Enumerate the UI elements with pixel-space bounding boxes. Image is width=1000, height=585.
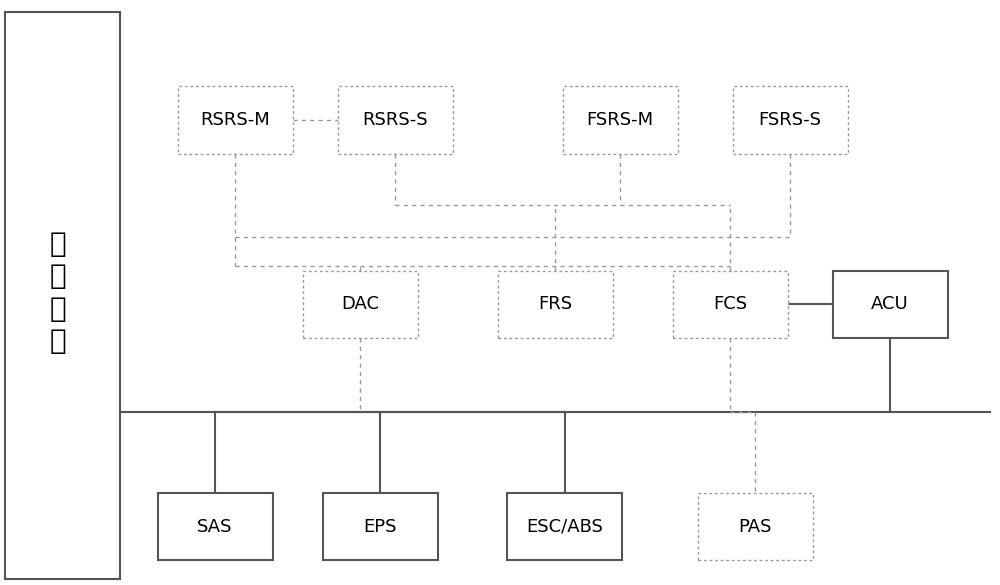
Text: PAS: PAS [738,518,772,535]
Text: ESC/ABS: ESC/ABS [527,518,603,535]
FancyBboxPatch shape [178,86,292,153]
Text: FSRS-M: FSRS-M [586,111,654,129]
FancyBboxPatch shape [562,86,678,153]
Text: 车
载
网
络: 车 载 网 络 [50,230,66,355]
Text: DAC: DAC [341,295,379,313]
Text: RSRS-S: RSRS-S [362,111,428,129]
Text: FRS: FRS [538,295,572,313]
Text: FSRS-S: FSRS-S [759,111,822,129]
Text: EPS: EPS [363,518,397,535]
FancyBboxPatch shape [302,270,418,338]
FancyBboxPatch shape [158,493,272,560]
FancyBboxPatch shape [672,270,788,338]
FancyBboxPatch shape [498,270,612,338]
FancyBboxPatch shape [322,493,438,560]
Text: FCS: FCS [713,295,747,313]
Text: SAS: SAS [197,518,233,535]
FancyBboxPatch shape [338,86,452,153]
FancyBboxPatch shape [832,270,948,338]
FancyBboxPatch shape [507,493,622,560]
FancyBboxPatch shape [5,12,120,579]
Text: RSRS-M: RSRS-M [200,111,270,129]
Text: ACU: ACU [871,295,909,313]
FancyBboxPatch shape [732,86,848,153]
FancyBboxPatch shape [698,493,812,560]
